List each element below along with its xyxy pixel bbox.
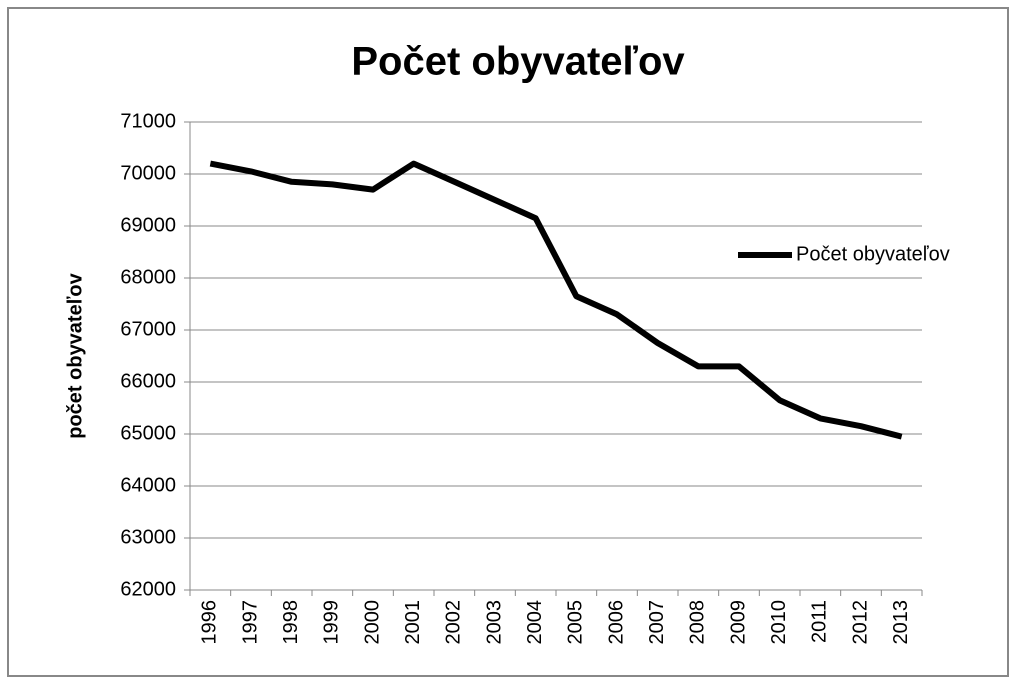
- x-tick-label: 2012: [849, 600, 871, 645]
- x-tick-label: 2002: [443, 600, 465, 645]
- x-tick-label: 2007: [646, 600, 668, 645]
- legend-label: Počet obyvateľov: [796, 243, 950, 265]
- y-tick-label: 65000: [120, 422, 176, 444]
- x-tick-label: 2001: [402, 600, 424, 645]
- x-tick-label: 1998: [280, 600, 302, 645]
- y-tick-label: 68000: [120, 266, 176, 288]
- chart-title: Počet obyvateľov: [351, 40, 685, 84]
- x-tick-label: 2004: [524, 600, 546, 645]
- y-tick-label: 62000: [120, 578, 176, 600]
- x-tick-label: 1999: [321, 600, 343, 645]
- x-tick-label: 2013: [890, 600, 912, 645]
- y-tick-label: 66000: [120, 370, 176, 392]
- x-tick-label: 2006: [605, 600, 627, 645]
- y-tick-label: 67000: [120, 318, 176, 340]
- x-tick-label: 2009: [727, 600, 749, 645]
- y-axis-label: počet obyvateľov: [64, 272, 86, 438]
- x-tick-label: 2003: [483, 600, 505, 645]
- y-tick-label: 70000: [120, 162, 176, 184]
- x-tick-label: 2011: [809, 600, 831, 643]
- y-tick-label: 63000: [120, 526, 176, 548]
- line-series: [209, 160, 903, 440]
- x-tick-label: 1996: [199, 600, 221, 645]
- y-tick-label: 69000: [120, 214, 176, 236]
- y-tick-label: 64000: [120, 474, 176, 496]
- y-tick-label: 71000: [120, 110, 176, 132]
- x-tick-label: 2008: [687, 600, 709, 645]
- x-tick-label: 2000: [361, 600, 383, 645]
- x-tick-label: 2005: [565, 600, 587, 645]
- x-tick-label: 1997: [239, 600, 261, 645]
- chart-border: [7, 7, 1009, 677]
- x-tick-label: 2010: [768, 600, 790, 645]
